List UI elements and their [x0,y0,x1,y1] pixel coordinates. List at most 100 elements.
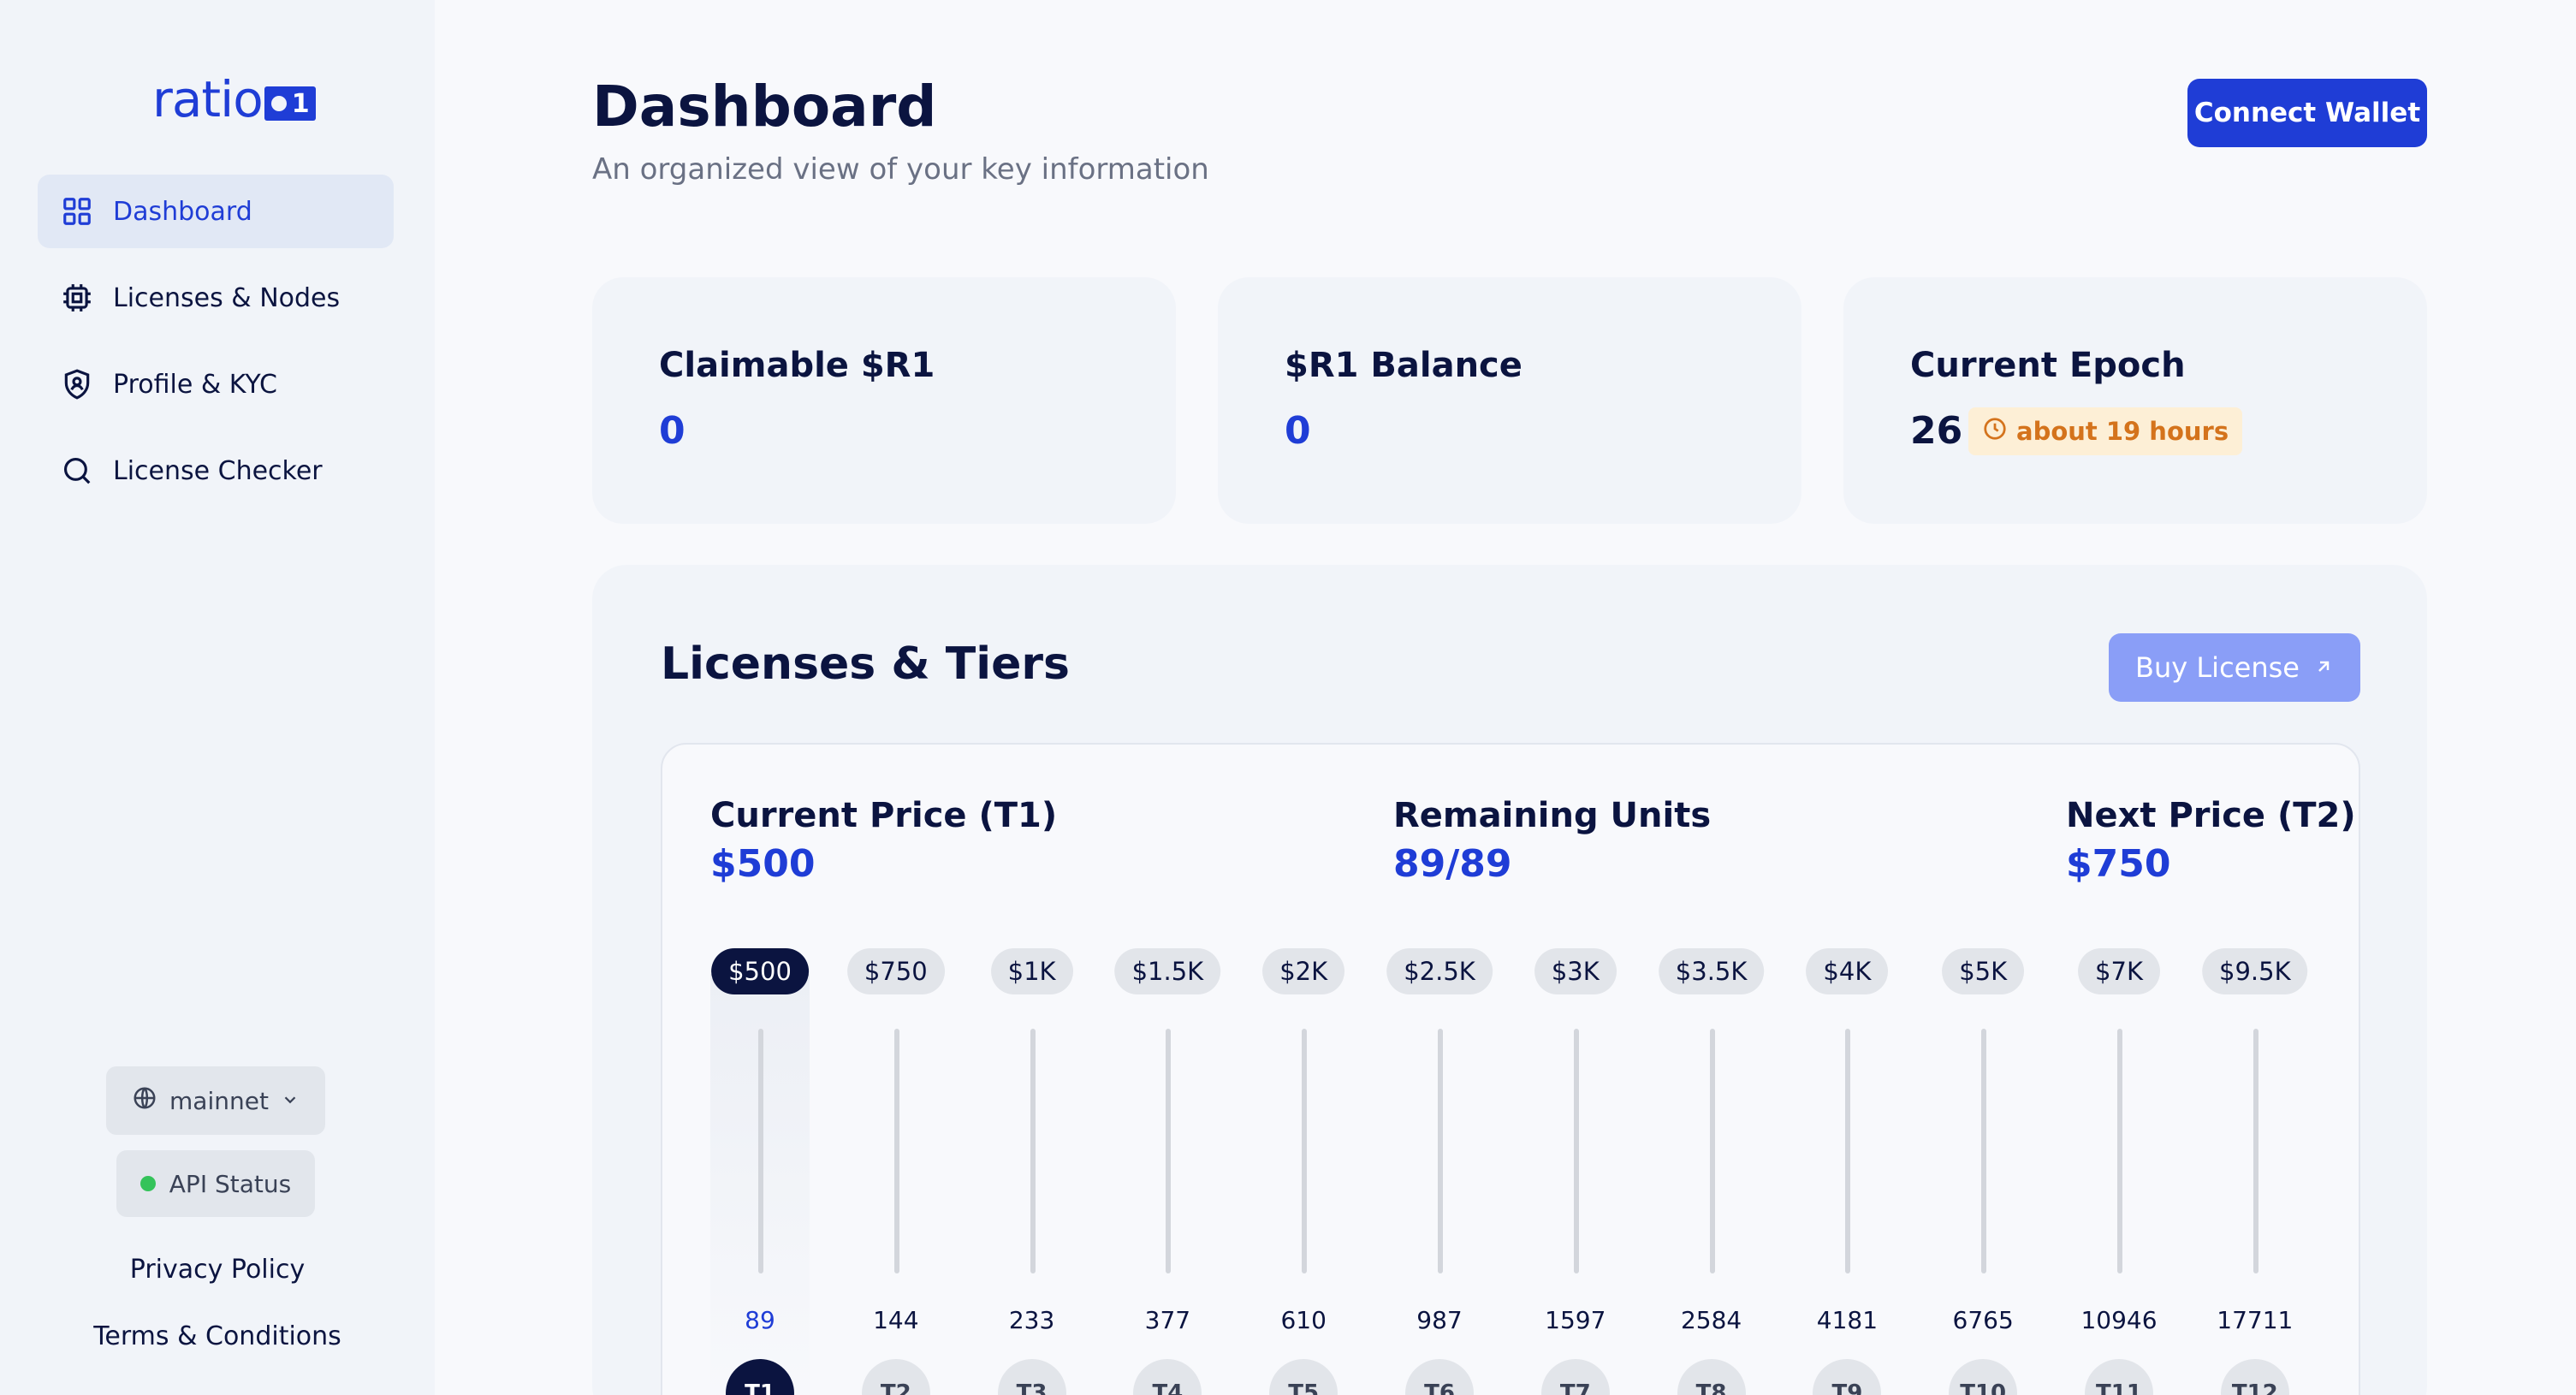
search-icon [60,454,94,488]
tier-progress-track [893,1029,899,1273]
claimable-label: Claimable $R1 [659,346,935,385]
next-price-label: Next Price (T2) [2066,796,2356,835]
tier-units: 2584 [1680,1306,1742,1334]
logo[interactable]: ratio 1 [152,70,316,128]
tier-price-pill: $2.5K [1386,948,1493,994]
current-price-label: Current Price (T1) [710,796,1058,835]
tier-progress-track [1438,1029,1443,1273]
privacy-policy-link[interactable]: Privacy Policy [129,1255,306,1285]
current-price-metric: Current Price (T1) $500 [710,796,1057,886]
tier-price-pill: $3K [1534,948,1617,994]
next-price-metric: Next Price (T2) $750 [2066,796,2356,886]
terms-link[interactable]: Terms & Conditions [93,1321,341,1351]
tier-price-pill: $9.5K [2202,948,2308,994]
claimable-card: Claimable $R1 0 [592,277,1176,524]
claimable-value: 0 [659,409,686,453]
sidebar-item-profile-kyc[interactable]: Profile & KYC [38,347,394,421]
tier-price-pill: $500 [711,948,809,994]
tier-units: 987 [1416,1306,1463,1334]
sidebar-item-label: Licenses & Nodes [113,282,341,313]
tier-progress-track [1302,1029,1308,1273]
sidebar-nav: Dashboard Licenses & Nodes Profile & KYC… [38,175,394,520]
tier-units: 4181 [1816,1306,1879,1334]
tier-units: 1597 [1545,1306,1606,1334]
tier-progress-track [758,1029,763,1273]
tier-price-pill: $3.5K [1658,948,1765,994]
tier-progress-track [1845,1029,1851,1273]
tier-column[interactable]: $5K 6765 T10 [1933,948,2033,1395]
tiers-card: Current Price (T1) $500 Remaining Units … [661,743,2360,1395]
buy-license-label: Buy License [2135,651,2300,684]
tier-column[interactable]: $1.5K 377 T4 [1114,948,1221,1395]
next-price-value: $750 [2066,842,2171,886]
tier-badge: T6 [1405,1359,1474,1395]
tier-column[interactable]: $9.5K 17711 T12 [2202,948,2308,1395]
tier-price-pill: $1.5K [1114,948,1221,994]
sidebar-item-label: Profile & KYC [113,369,277,400]
tier-column[interactable]: $2.5K 987 T6 [1386,948,1493,1395]
balance-value: 0 [1285,409,1311,453]
balance-label: $R1 Balance [1285,346,1522,385]
current-price-value: $500 [710,842,816,886]
tier-column[interactable]: $7K 10946 T11 [2069,948,2169,1395]
epoch-value: 26 [1910,409,1963,453]
tiers-title: Licenses & Tiers [661,638,1070,690]
tier-units: 610 [1280,1306,1327,1334]
tier-price-pill: $7K [2078,948,2160,994]
tier-column[interactable]: $4K 4181 T9 [1797,948,1896,1395]
tier-units: 233 [1008,1306,1055,1334]
sidebar: ratio 1 Dashboard Licenses & Nodes Profi… [0,0,435,1395]
tier-column[interactable]: $500 89 T1 [710,948,810,1395]
shield-user-icon [60,367,94,401]
logo-text: ratio [152,70,264,128]
epoch-eta: about 19 hours [2016,417,2229,446]
api-status-button[interactable]: API Status [116,1150,315,1217]
network-label: mainnet [169,1086,269,1115]
tier-units: 17711 [2217,1306,2294,1334]
tier-column[interactable]: $1K 233 T3 [982,948,1082,1395]
tier-badge: T1 [726,1359,794,1395]
tier-badge: T8 [1677,1359,1746,1395]
tier-progress-track [1573,1029,1579,1273]
tier-units: 377 [1144,1306,1191,1334]
buy-license-button[interactable]: Buy License [2109,633,2360,702]
tier-badge: T3 [997,1359,1066,1395]
tier-progress-track [2253,1029,2258,1273]
page-title: Dashboard [592,74,937,140]
tier-column[interactable]: $750 144 T2 [846,948,946,1395]
licenses-tiers-panel: Licenses & Tiers Buy License Current Pri… [592,565,2427,1395]
tier-badge: T5 [1269,1359,1338,1395]
remaining-units-metric: Remaining Units 89/89 [1393,796,1711,886]
tier-units: 144 [873,1306,919,1334]
arrow-up-right-icon [2313,651,2334,684]
chip-icon [60,281,94,315]
sidebar-item-label: License Checker [113,455,323,486]
sidebar-item-licenses-nodes[interactable]: Licenses & Nodes [38,261,394,335]
tier-price-pill: $4K [1806,948,1889,994]
sidebar-item-dashboard[interactable]: Dashboard [38,175,394,248]
tier-badge: T11 [2085,1359,2153,1395]
epoch-label: Current Epoch [1910,346,2186,385]
sidebar-item-license-checker[interactable]: License Checker [38,434,394,508]
remaining-units-value: 89/89 [1393,842,1512,886]
page-subtitle: An organized view of your key informatio… [592,152,1209,187]
tier-price-pill: $2K [1262,948,1345,994]
tier-units: 6765 [1952,1306,2014,1334]
api-status-label: API Status [169,1169,292,1198]
tier-column[interactable]: $3K 1597 T7 [1526,948,1625,1395]
tier-price-pill: $1K [990,948,1073,994]
network-selector[interactable]: mainnet [106,1066,325,1135]
tier-price-pill: $750 [846,948,945,994]
sidebar-item-label: Dashboard [113,196,252,227]
logo-mark: 1 [264,86,316,121]
tier-column[interactable]: $2K 610 T5 [1254,948,1353,1395]
tier-badge: T12 [2220,1359,2289,1395]
clock-icon [1982,416,2008,448]
tier-progress-track [1166,1029,1172,1273]
globe-icon [132,1085,157,1117]
tier-badge: T9 [1813,1359,1882,1395]
chevron-down-icon [281,1087,300,1115]
connect-wallet-button[interactable]: Connect Wallet [2187,79,2427,147]
tier-units: 89 [745,1306,775,1334]
tier-column[interactable]: $3.5K 2584 T8 [1658,948,1765,1395]
